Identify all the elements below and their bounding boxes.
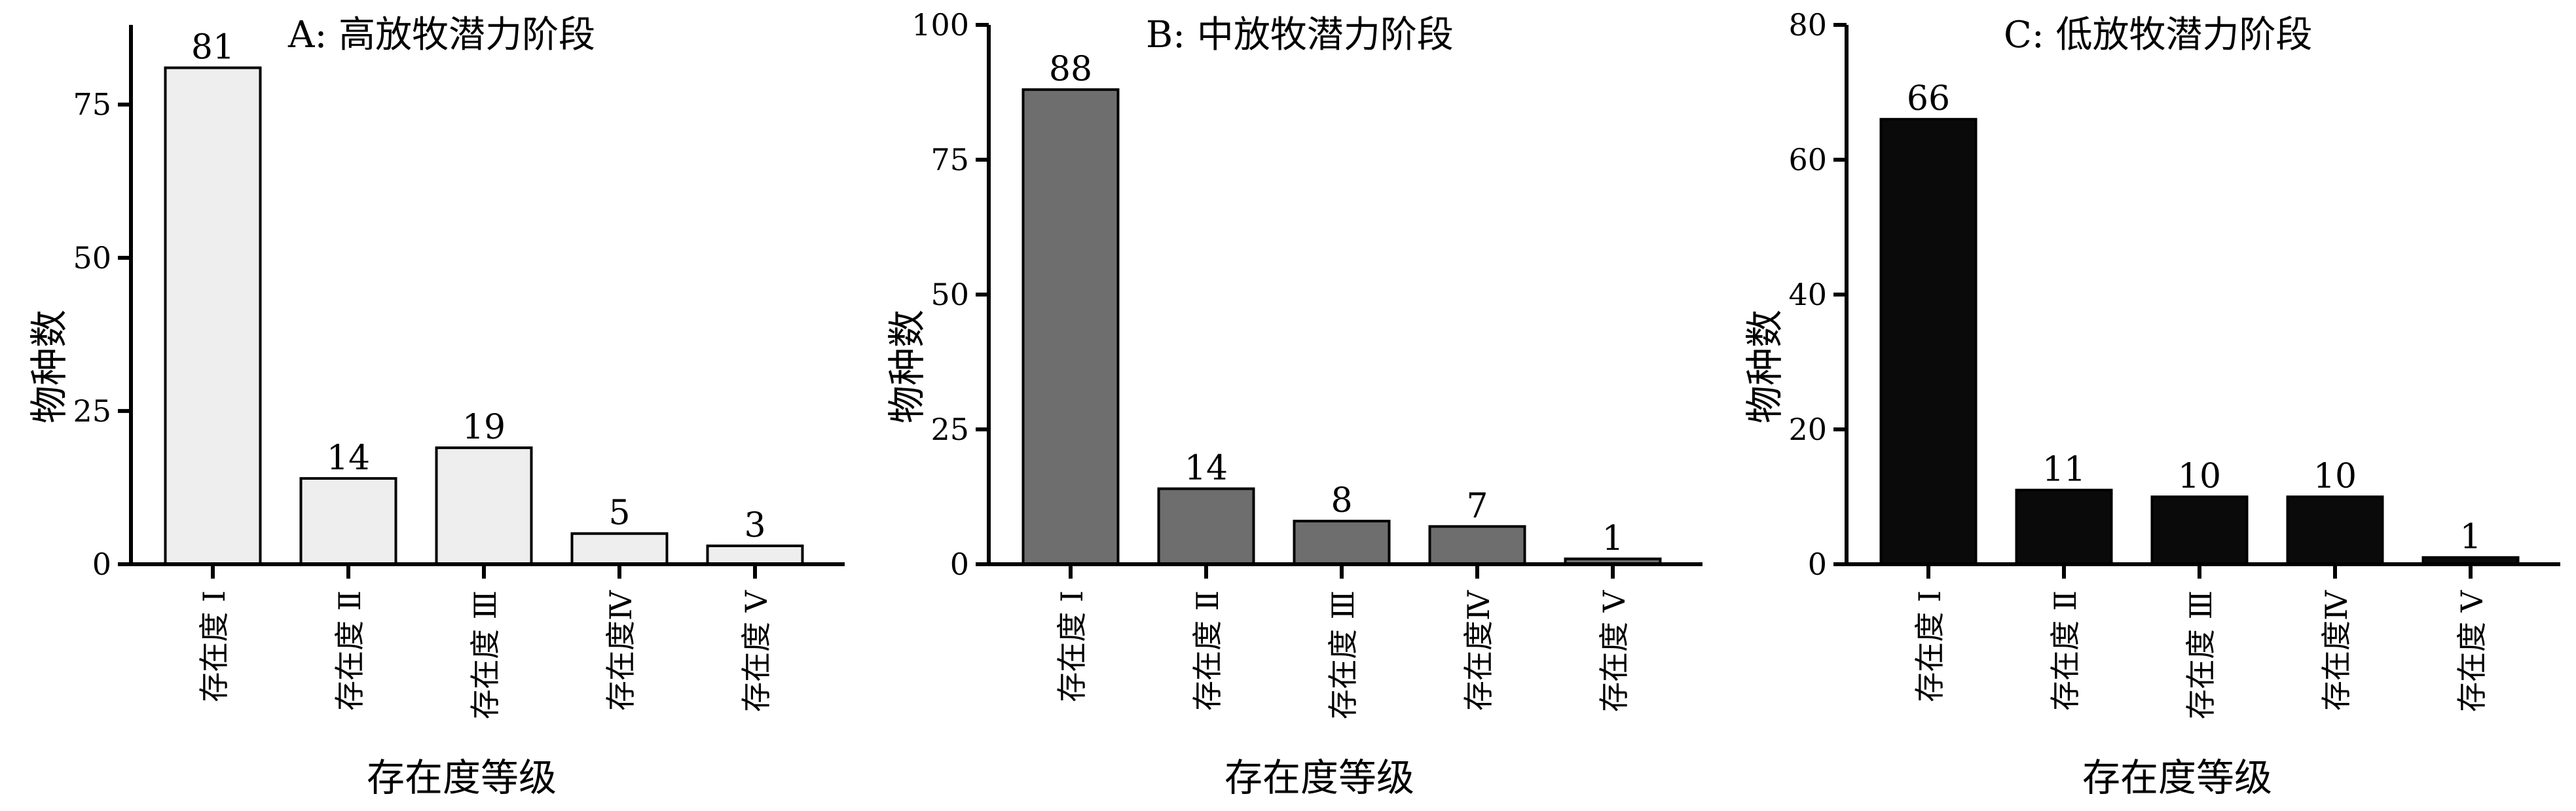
x-tick-label: 存在度Ⅳ bbox=[2319, 590, 2354, 711]
y-axis-title: 物种数 bbox=[27, 310, 71, 424]
data-label: 5 bbox=[608, 494, 630, 533]
y-tick-label: 100 bbox=[911, 7, 969, 43]
y-tick-label: 40 bbox=[1788, 277, 1827, 312]
y-tick-label: 75 bbox=[930, 142, 969, 177]
chart-panel-a: 81 存在度 Ⅰ 14 存在度 Ⅱ 19 存在度 Ⅲ 5 存在度Ⅳ 3 存在度 Ⅴ 0 25 50 75 A… bbox=[27, 14, 845, 800]
data-label: 66 bbox=[1907, 79, 1950, 118]
data-label: 14 bbox=[327, 439, 370, 478]
bar bbox=[1157, 487, 1255, 566]
y-tick-label: 60 bbox=[1788, 142, 1827, 177]
chart-panel-c: 66 存在度 Ⅰ 11 存在度 Ⅱ 10 存在度 Ⅲ 10 存在度Ⅳ 1 存在度 Ⅴ 0 20 40 60… bbox=[1742, 7, 2560, 800]
y-tick-label: 0 bbox=[1808, 547, 1827, 582]
y-axis-title: 物种数 bbox=[1742, 310, 1787, 424]
x-tick-label: 存在度 Ⅴ bbox=[739, 590, 774, 712]
x-tick-label: 存在度 Ⅱ bbox=[2048, 590, 2083, 711]
bar bbox=[1293, 520, 1391, 566]
x-tick-label: 存在度 Ⅰ bbox=[1054, 590, 1090, 702]
y-axis-title: 物种数 bbox=[885, 310, 929, 424]
bar bbox=[164, 66, 262, 566]
x-axis-title: 存在度等级 bbox=[2082, 755, 2272, 800]
bar bbox=[435, 446, 533, 566]
data-label: 88 bbox=[1049, 50, 1092, 89]
data-label: 10 bbox=[2313, 457, 2357, 496]
bar bbox=[706, 544, 804, 566]
x-axis-title: 存在度等级 bbox=[1224, 755, 1414, 800]
y-tick-label: 75 bbox=[73, 87, 111, 122]
bar bbox=[1021, 88, 1120, 566]
x-tick-label: 存在度Ⅳ bbox=[603, 590, 638, 711]
data-label: 1 bbox=[2459, 518, 2481, 557]
bar bbox=[1428, 525, 1526, 566]
panel-title: C: 低放牧潜力阶段 bbox=[2004, 14, 2313, 56]
data-label: 81 bbox=[191, 28, 234, 67]
panel-title: B: 中放牧潜力阶段 bbox=[1146, 14, 1454, 56]
x-tick-label: 存在度 Ⅰ bbox=[196, 590, 232, 702]
y-tick-label: 20 bbox=[1788, 412, 1827, 447]
bar bbox=[299, 477, 397, 566]
bar bbox=[1879, 118, 1978, 566]
x-tick-label: 存在度 Ⅴ bbox=[2454, 590, 2490, 712]
x-tick-label: 存在度 Ⅱ bbox=[332, 590, 367, 711]
data-label: 14 bbox=[1185, 449, 1228, 488]
x-tick-label: 存在度 Ⅲ bbox=[1325, 590, 1361, 719]
data-label: 19 bbox=[462, 408, 506, 447]
data-label: 7 bbox=[1466, 486, 1488, 526]
y-tick-label: 0 bbox=[950, 547, 969, 582]
x-tick-label: 存在度 Ⅲ bbox=[468, 590, 503, 719]
x-tick-label: 存在度 Ⅰ bbox=[1912, 590, 1947, 702]
x-tick-label: 存在度Ⅳ bbox=[1461, 590, 1496, 711]
x-tick-label: 存在度 Ⅲ bbox=[2183, 590, 2218, 719]
y-tick-label: 50 bbox=[930, 277, 969, 312]
x-tick-label: 存在度 Ⅴ bbox=[1596, 590, 1632, 712]
bar bbox=[2015, 488, 2113, 566]
chart-panel-b: 88 存在度 Ⅰ 14 存在度 Ⅱ 8 存在度 Ⅲ 7 存在度Ⅳ 1 存在度 Ⅴ 0 25 50 75 10… bbox=[885, 7, 1702, 800]
data-label: 3 bbox=[744, 506, 765, 545]
data-label: 8 bbox=[1331, 481, 1352, 520]
data-label: 10 bbox=[2178, 457, 2221, 496]
y-tick-label: 25 bbox=[930, 412, 969, 447]
panel-title: A: 高放牧潜力阶段 bbox=[287, 14, 595, 56]
y-tick-label: 50 bbox=[73, 240, 111, 276]
x-tick-label: 存在度 Ⅱ bbox=[1190, 590, 1225, 711]
data-label: 11 bbox=[2042, 450, 2086, 490]
data-label: 1 bbox=[1602, 519, 1623, 558]
bar bbox=[2286, 496, 2384, 566]
y-tick-label: 25 bbox=[73, 393, 111, 429]
y-tick-label: 80 bbox=[1788, 7, 1827, 43]
bar bbox=[2150, 496, 2249, 566]
bar bbox=[570, 532, 669, 566]
x-axis-title: 存在度等级 bbox=[367, 755, 557, 800]
y-tick-label: 0 bbox=[92, 547, 111, 582]
